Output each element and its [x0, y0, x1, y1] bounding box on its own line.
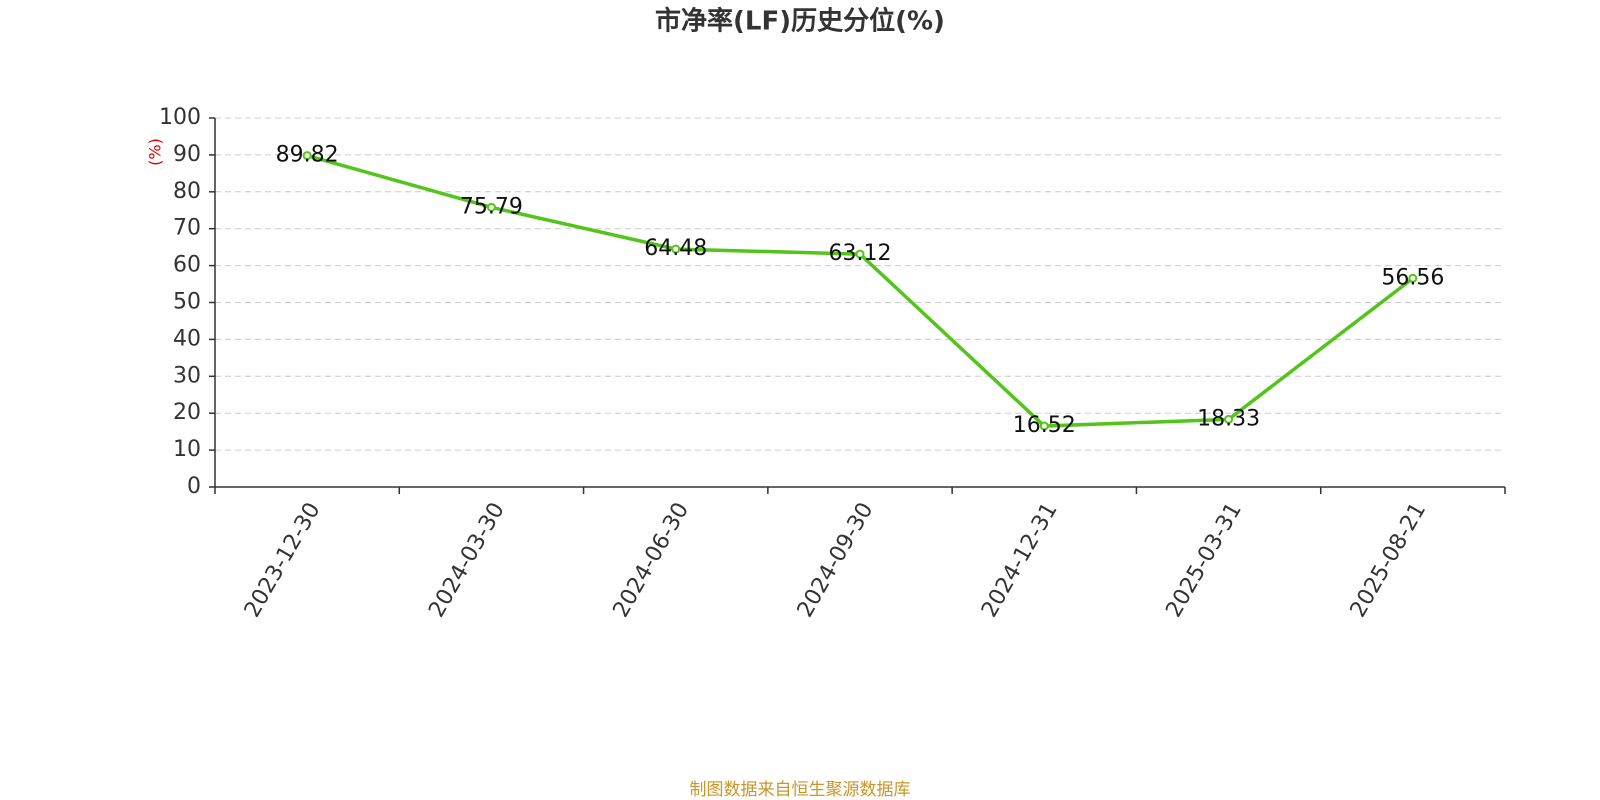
point — [671, 244, 681, 254]
x-tick-label: 2024-06-30 — [609, 499, 695, 622]
y-tick-label: 60 — [173, 253, 201, 278]
point — [1224, 414, 1234, 424]
x-tick-label: 2023-12-30 — [240, 499, 326, 622]
y-tick-label: 70 — [173, 216, 201, 241]
y-tick-label: 40 — [173, 326, 201, 351]
data-label: 16.52 — [1013, 413, 1076, 438]
y-tick-label: 80 — [173, 179, 201, 204]
data-label: 64.48 — [644, 236, 707, 261]
point — [302, 151, 312, 161]
y-tick-label: 30 — [173, 363, 201, 388]
data-label: 56.56 — [1381, 265, 1444, 290]
y-tick-label: 50 — [173, 290, 201, 315]
point — [1408, 273, 1418, 283]
source-note: 制图数据来自恒生聚源数据库 — [690, 780, 911, 800]
chart-title: 市净率(LF)历史分位(%) — [655, 6, 945, 37]
data-label: 89.82 — [276, 143, 339, 168]
x-tick-label: 2025-08-21 — [1346, 499, 1432, 622]
y-tick-label: 20 — [173, 400, 201, 425]
point — [855, 249, 865, 259]
point — [486, 202, 496, 212]
x-tick-label: 2025-03-31 — [1161, 499, 1247, 622]
x-tick-label: 2024-09-30 — [793, 499, 879, 622]
data-label: 75.79 — [460, 194, 523, 219]
data-label: 18.33 — [1197, 406, 1260, 431]
y-axis-label: (%) — [146, 138, 165, 166]
x-tick-label: 2024-03-30 — [424, 499, 510, 622]
x-tick-label: 2024-12-31 — [977, 499, 1063, 622]
data-label: 63.12 — [829, 241, 892, 266]
y-tick-label: 10 — [173, 437, 201, 462]
y-tick-label: 0 — [187, 474, 201, 499]
y-tick-label: 100 — [159, 105, 201, 130]
point — [1039, 421, 1049, 431]
y-tick-label: 90 — [173, 142, 201, 167]
